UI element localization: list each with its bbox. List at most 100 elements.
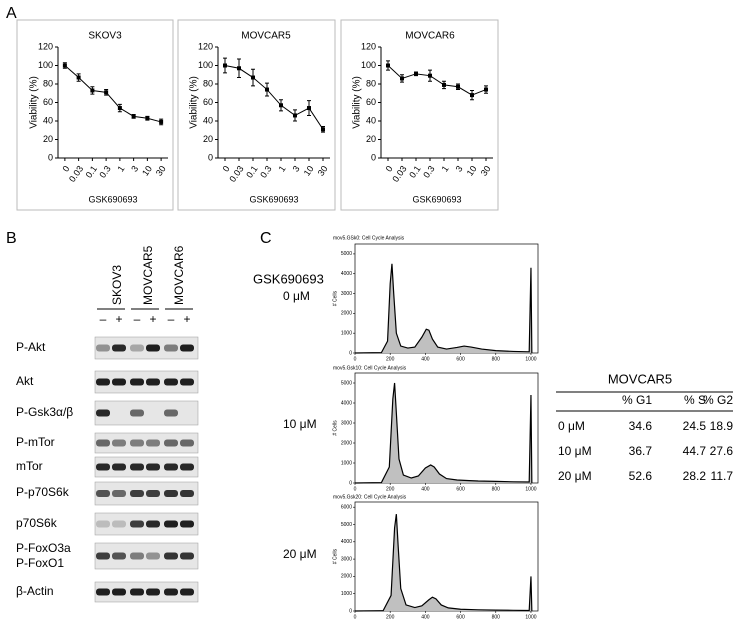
y-tick-label: 0: [349, 480, 352, 486]
table-row-label: 20 μM: [558, 469, 592, 483]
chart-title: mov5.Gsk20: Cell Cycle Analysis: [333, 494, 407, 500]
blot-row-label: P-p70S6k: [16, 485, 70, 499]
x-tick-label: 10: [465, 164, 479, 178]
chart-title: mov5.GSk0: Cell Cycle Analysis: [333, 235, 405, 241]
blot-row-label: P-Akt: [16, 340, 46, 354]
table-cell: 44.7: [683, 444, 707, 458]
data-point: [145, 116, 150, 121]
table-cell: 18.9: [710, 419, 734, 433]
data-point: [237, 66, 241, 71]
treatment-label: +: [115, 312, 122, 326]
dose-label: 20 μM: [283, 547, 317, 561]
panel-label: A: [6, 5, 17, 22]
y-tick-label: 60: [43, 97, 53, 107]
blot-band: [180, 588, 194, 596]
panel-frame: [177, 19, 336, 211]
blot-band: [130, 344, 144, 352]
y-tick-label: 40: [366, 115, 376, 125]
blot-band: [164, 378, 178, 386]
x-tick-label: 200: [386, 486, 395, 492]
blot-band: [112, 552, 126, 560]
data-point: [62, 63, 67, 68]
blot-band: [180, 344, 194, 352]
treatment-label: +: [183, 312, 190, 326]
table-cell: 34.6: [629, 419, 653, 433]
drug-label: GSK690693: [253, 271, 324, 286]
chart-title: SKOV3: [88, 31, 122, 42]
x-tick-label: 600: [456, 614, 465, 620]
cell-line-label: MOVCAR6: [172, 245, 186, 305]
blot-band: [96, 588, 110, 596]
data-point: [223, 63, 227, 68]
x-tick-label: 10: [140, 164, 154, 178]
y-tick-label: 20: [203, 134, 213, 144]
blot-band: [164, 463, 178, 471]
y-tick-label: 5000: [341, 522, 352, 528]
y-tick-label: 5000: [341, 251, 352, 257]
x-tick-label: 1: [277, 164, 288, 174]
data-point: [321, 127, 325, 132]
y-axis-label: Viability (%): [29, 76, 40, 129]
panel-frame: [16, 19, 174, 211]
data-point: [428, 73, 432, 78]
treatment-label: –: [100, 312, 107, 326]
y-tick-label: 6000: [341, 505, 352, 511]
data-point: [104, 90, 109, 95]
x-tick-label: 0: [354, 614, 357, 620]
data-line: [387, 65, 487, 96]
blot-row-label: Akt: [16, 374, 34, 388]
x-axis-label: GSK690693: [412, 194, 461, 204]
x-tick-label: 0.3: [97, 164, 112, 180]
y-tick-label: 3000: [341, 420, 352, 426]
blot-band: [130, 409, 144, 417]
table-header: % G1: [622, 393, 652, 407]
blot-strip: [94, 400, 199, 426]
panel-frame: [340, 19, 499, 211]
table-cell: 52.6: [629, 469, 653, 483]
histogram-area: [355, 263, 532, 353]
blot-band: [96, 344, 110, 352]
data-point: [293, 113, 297, 118]
x-tick-label: 0: [221, 164, 232, 174]
data-point: [307, 106, 311, 111]
blot-band: [112, 588, 126, 596]
blot-band: [112, 344, 126, 352]
y-tick-label: 0: [371, 152, 376, 162]
table-row-label: 10 μM: [558, 444, 592, 458]
blot-band: [112, 463, 126, 471]
panel-label: B: [6, 230, 17, 247]
data-point: [117, 106, 122, 111]
blot-band: [146, 552, 160, 560]
data-point: [386, 63, 390, 68]
y-tick-label: 120: [361, 41, 376, 51]
blot-band: [164, 409, 178, 417]
data-point: [456, 84, 460, 89]
y-axis-label: # Cells: [332, 548, 338, 564]
y-tick-label: 2000: [341, 574, 352, 580]
y-tick-label: 4000: [341, 271, 352, 277]
blot-band: [130, 588, 144, 596]
histogram-line: [354, 263, 533, 354]
blot-row-label: P-FoxO1: [16, 556, 64, 570]
x-tick-label: 0: [354, 356, 357, 362]
table-cell: 11.7: [711, 469, 734, 483]
x-tick-label: 200: [386, 356, 395, 362]
x-tick-label: 1: [440, 164, 451, 174]
y-tick-label: 120: [198, 41, 213, 51]
cell-line-label: SKOV3: [110, 265, 124, 305]
x-tick-label: 400: [421, 486, 430, 492]
y-tick-label: 1000: [341, 331, 352, 337]
blot-band: [112, 439, 126, 447]
x-tick-label: 600: [456, 356, 465, 362]
y-tick-label: 80: [43, 78, 53, 88]
table-cell: 24.5: [683, 419, 707, 433]
blot-band: [130, 490, 144, 497]
blot-band: [96, 520, 110, 528]
x-tick-label: 30: [316, 164, 330, 178]
data-point: [159, 119, 164, 124]
blot-band: [130, 520, 144, 528]
blot-band: [130, 463, 144, 471]
blot-band: [96, 463, 110, 471]
data-point: [470, 93, 474, 98]
